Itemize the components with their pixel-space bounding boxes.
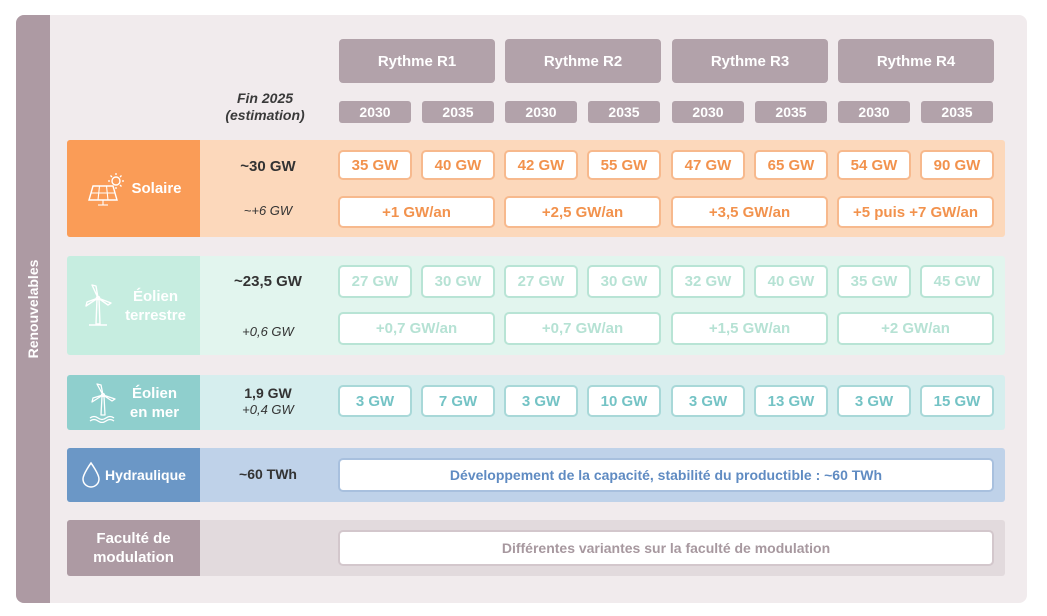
rhythm-header-r1: Rythme R1 <box>339 39 495 83</box>
solaire-rate: +5 puis +7 GW/an <box>837 196 994 228</box>
rhythm-header-r3: Rythme R3 <box>672 39 828 83</box>
row-mer-name-line1: Éolien <box>131 384 177 402</box>
mer-delta: +0,4 GW <box>242 402 294 417</box>
side-bar <box>16 15 50 603</box>
terrestre-cell: 45 GW <box>920 265 994 298</box>
terrestre-cell: 27 GW <box>504 265 578 298</box>
row-terrestre-name-line2: terrestre <box>125 306 186 324</box>
year-header: 2030 <box>505 101 577 123</box>
mer-cell: 10 GW <box>587 385 661 417</box>
solar-panel-icon <box>88 172 125 206</box>
row-modulation-label: Faculté de modulation <box>67 520 200 576</box>
row-mer-label: Éolien en mer <box>67 375 200 430</box>
solaire-cell: 65 GW <box>754 150 828 180</box>
mer-cell: 3 GW <box>504 385 578 417</box>
solaire-cell: 40 GW <box>421 150 495 180</box>
wind-turbine-icon <box>85 283 112 326</box>
year-header: 2035 <box>921 101 993 123</box>
fin-2025-line2: (estimation) <box>225 107 305 123</box>
terrestre-rate: +0,7 GW/an <box>338 312 495 345</box>
row-solaire-label: Solaire <box>67 140 200 237</box>
terrestre-cell: 30 GW <box>587 265 661 298</box>
solaire-value: ~30 GW <box>240 158 296 175</box>
row-modulation-name-line2: modulation <box>93 549 174 566</box>
year-header: 2030 <box>339 101 411 123</box>
rhythm-header-r4: Rythme R4 <box>838 39 994 83</box>
mer-cell: 3 GW <box>338 385 412 417</box>
mer-cell: 3 GW <box>837 385 911 417</box>
terrestre-cell: 27 GW <box>338 265 412 298</box>
solaire-rate: +3,5 GW/an <box>671 196 828 228</box>
year-header: 2035 <box>422 101 494 123</box>
mer-cell: 7 GW <box>421 385 495 417</box>
solaire-cell: 90 GW <box>920 150 994 180</box>
solaire-cell: 55 GW <box>587 150 661 180</box>
solaire-cell: 54 GW <box>837 150 911 180</box>
year-header: 2030 <box>838 101 910 123</box>
terrestre-rate: +1,5 GW/an <box>671 312 828 345</box>
terrestre-cell: 30 GW <box>421 265 495 298</box>
terrestre-rate: +2 GW/an <box>837 312 994 345</box>
year-header: 2035 <box>588 101 660 123</box>
hydraulique-text: Développement de la capacité, stabilité … <box>338 458 994 492</box>
solaire-cell: 35 GW <box>338 150 412 180</box>
solaire-delta: ~+6 GW <box>243 203 293 218</box>
row-hydraulique-label: Hydraulique <box>67 448 200 502</box>
solaire-cell: 47 GW <box>671 150 745 180</box>
water-drop-icon <box>82 461 100 488</box>
terrestre-cell: 35 GW <box>837 265 911 298</box>
terrestre-delta: +0,6 GW <box>242 324 294 339</box>
fin-2025-header: Fin 2025 (estimation) <box>205 90 325 124</box>
terrestre-cell: 32 GW <box>671 265 745 298</box>
row-terrestre-label: Éolien terrestre <box>67 256 200 355</box>
offshore-wind-turbine-icon <box>89 382 116 423</box>
hydraulique-value: ~60 TWh <box>239 466 297 482</box>
terrestre-rate: +0,7 GW/an <box>504 312 661 345</box>
terrestre-cell: 40 GW <box>754 265 828 298</box>
modulation-text: Différentes variantes sur la faculté de … <box>338 530 994 566</box>
mer-cell: 13 GW <box>754 385 828 417</box>
solaire-cell: 42 GW <box>504 150 578 180</box>
year-header: 2035 <box>755 101 827 123</box>
row-mer-name-line2: en mer <box>129 403 180 421</box>
row-hydraulique-name: Hydraulique <box>105 467 186 483</box>
row-terrestre-name-line1: Éolien <box>132 287 178 305</box>
row-modulation-name-line1: Faculté de <box>96 530 171 547</box>
rhythm-header-r2: Rythme R2 <box>505 39 661 83</box>
terrestre-value: ~23,5 GW <box>234 273 302 290</box>
side-label: Renouvelables <box>25 259 41 359</box>
mer-cell: 15 GW <box>920 385 994 417</box>
year-header: 2030 <box>672 101 744 123</box>
solaire-rate: +1 GW/an <box>338 196 495 228</box>
row-solaire-name: Solaire <box>131 180 182 197</box>
mer-value: 1,9 GW <box>244 385 292 401</box>
solaire-rate: +2,5 GW/an <box>504 196 661 228</box>
fin-2025-line1: Fin 2025 <box>236 90 294 106</box>
mer-cell: 3 GW <box>671 385 745 417</box>
